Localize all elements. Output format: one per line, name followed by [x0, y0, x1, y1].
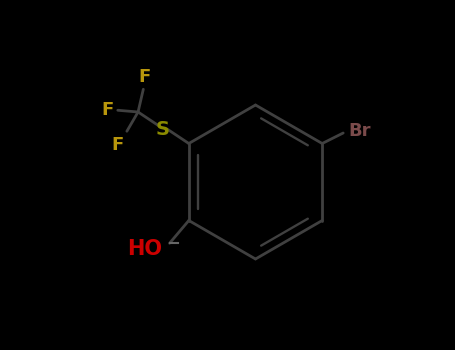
Text: F: F — [138, 68, 150, 86]
Text: Br: Br — [349, 122, 371, 140]
Text: HO: HO — [127, 238, 162, 259]
Text: S: S — [156, 120, 170, 139]
Text: F: F — [101, 101, 114, 119]
Text: F: F — [111, 136, 123, 154]
